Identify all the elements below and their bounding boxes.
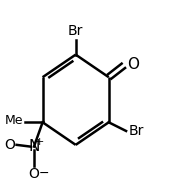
Text: O: O (127, 57, 139, 72)
Text: O: O (28, 167, 39, 181)
Text: Br: Br (68, 24, 83, 38)
Text: O: O (4, 138, 15, 152)
Text: Br: Br (128, 124, 144, 138)
Text: −: − (38, 167, 49, 180)
Text: +: + (35, 137, 44, 147)
Text: N: N (28, 139, 40, 154)
Text: Me: Me (5, 114, 24, 127)
